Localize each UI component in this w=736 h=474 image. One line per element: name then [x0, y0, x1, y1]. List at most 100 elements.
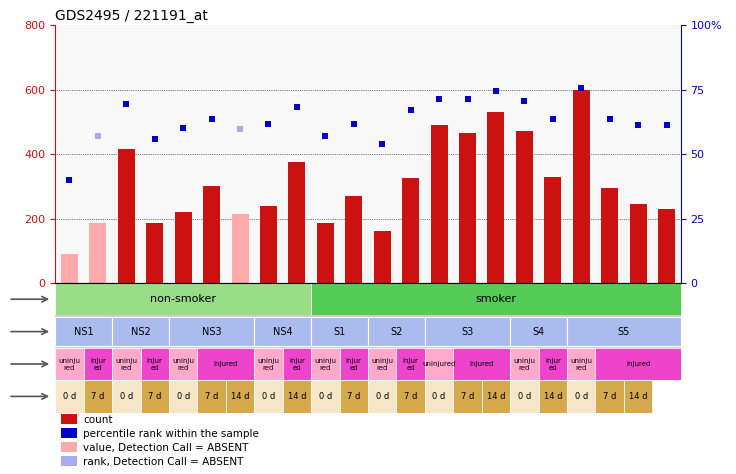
Text: injur
ed: injur ed — [545, 357, 561, 371]
Text: 14 d: 14 d — [231, 392, 250, 401]
Bar — [573, 90, 590, 283]
Text: 7 d: 7 d — [347, 392, 361, 401]
Text: 0 d: 0 d — [575, 392, 588, 401]
Bar — [311, 380, 339, 412]
Text: NS3: NS3 — [202, 327, 222, 337]
Bar — [374, 231, 391, 283]
Text: rank, Detection Call = ABSENT: rank, Detection Call = ABSENT — [83, 457, 244, 467]
Text: uninju
red: uninju red — [172, 357, 194, 371]
Text: 14 d: 14 d — [288, 392, 306, 401]
Bar — [61, 456, 77, 466]
Text: 0 d: 0 d — [120, 392, 133, 401]
Text: 7 d: 7 d — [148, 392, 161, 401]
Text: 14 d: 14 d — [486, 392, 505, 401]
Text: injured: injured — [470, 361, 494, 367]
Bar — [141, 380, 169, 412]
Bar — [567, 380, 595, 412]
Bar — [402, 178, 420, 283]
Bar — [431, 125, 447, 283]
Text: uninjured: uninjured — [422, 361, 456, 367]
Text: injured: injured — [213, 361, 238, 367]
Text: S4: S4 — [532, 327, 545, 337]
Text: smoker: smoker — [475, 294, 517, 304]
Bar — [425, 348, 453, 380]
Bar — [510, 380, 539, 412]
Text: count: count — [83, 415, 113, 425]
Bar — [118, 149, 135, 283]
Bar — [61, 254, 78, 283]
Bar — [174, 212, 191, 283]
Bar — [84, 348, 112, 380]
Bar — [311, 348, 339, 380]
Bar — [629, 204, 647, 283]
Bar — [254, 380, 283, 412]
Bar — [567, 317, 681, 346]
Bar — [453, 348, 510, 380]
Bar — [84, 380, 112, 412]
Bar — [197, 348, 254, 380]
Bar — [141, 348, 169, 380]
Bar — [595, 348, 681, 380]
Bar — [397, 380, 425, 412]
Bar — [61, 442, 77, 452]
Bar — [283, 348, 311, 380]
Bar — [232, 214, 249, 283]
Text: 0 d: 0 d — [375, 392, 389, 401]
Bar — [510, 317, 567, 346]
Bar — [55, 380, 84, 412]
Text: 7 d: 7 d — [205, 392, 219, 401]
Text: S2: S2 — [390, 327, 403, 337]
Bar — [345, 196, 362, 283]
Bar — [595, 380, 624, 412]
Text: NS1: NS1 — [74, 327, 93, 337]
Text: 7 d: 7 d — [404, 392, 417, 401]
Bar — [203, 186, 220, 283]
Bar — [112, 348, 141, 380]
Bar — [601, 188, 618, 283]
Text: GDS2495 / 221191_at: GDS2495 / 221191_at — [55, 9, 208, 23]
Bar — [539, 348, 567, 380]
Bar — [169, 317, 254, 346]
Bar — [545, 177, 562, 283]
Text: NS2: NS2 — [130, 327, 150, 337]
Bar — [453, 380, 482, 412]
Bar — [197, 380, 226, 412]
Bar — [55, 348, 84, 380]
Text: injured: injured — [626, 361, 651, 367]
Text: injur
ed: injur ed — [146, 357, 163, 371]
Bar — [316, 223, 334, 283]
Bar — [169, 380, 197, 412]
Bar — [368, 380, 397, 412]
Bar — [311, 317, 368, 346]
Bar — [61, 414, 77, 424]
Bar — [658, 209, 675, 283]
Bar — [425, 380, 453, 412]
Bar — [339, 348, 368, 380]
Bar — [61, 428, 77, 438]
Bar — [55, 317, 112, 346]
Text: injur
ed: injur ed — [90, 357, 106, 371]
Text: uninju
red: uninju red — [314, 357, 336, 371]
Text: injur
ed: injur ed — [346, 357, 361, 371]
Text: uninju
red: uninju red — [570, 357, 592, 371]
Text: non-smoker: non-smoker — [150, 294, 216, 304]
Text: S5: S5 — [618, 327, 630, 337]
Bar — [311, 283, 681, 315]
Bar — [425, 317, 510, 346]
Text: 7 d: 7 d — [461, 392, 474, 401]
Bar — [254, 317, 311, 346]
Text: 7 d: 7 d — [91, 392, 105, 401]
Text: 14 d: 14 d — [544, 392, 562, 401]
Text: uninju
red: uninju red — [116, 357, 138, 371]
Text: injur
ed: injur ed — [289, 357, 305, 371]
Text: 0 d: 0 d — [63, 392, 76, 401]
Bar — [567, 348, 595, 380]
Bar — [368, 317, 425, 346]
Bar — [89, 223, 107, 283]
Bar — [510, 348, 539, 380]
Text: uninju
red: uninju red — [58, 357, 80, 371]
Bar — [339, 380, 368, 412]
Text: percentile rank within the sample: percentile rank within the sample — [83, 429, 259, 439]
Text: NS4: NS4 — [273, 327, 292, 337]
Bar — [516, 131, 533, 283]
